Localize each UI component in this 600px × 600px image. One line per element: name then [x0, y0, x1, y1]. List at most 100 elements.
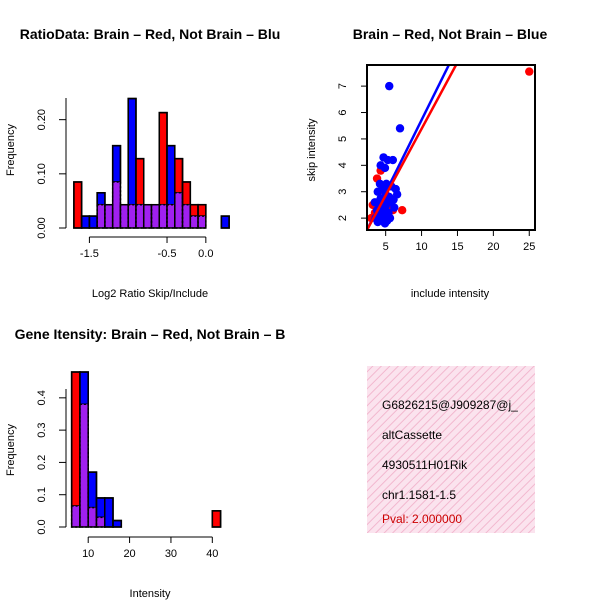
- intensity-histogram-title: Gene Itensity: Brain – Red, Not Brain – …: [15, 326, 286, 342]
- intensity-bar-overlap: [79, 403, 89, 528]
- scatter-point-blue: [373, 187, 382, 196]
- ratio-bar-outline: [197, 203, 207, 229]
- ratio-bar-overlap: [150, 203, 161, 229]
- ratio-bar-red: [73, 181, 83, 229]
- info-panel: G6826215@J909287@j_ altCassette 4930511H…: [367, 366, 535, 533]
- scatter-point-blue: [373, 217, 382, 227]
- ratio-bar-overlap: [104, 203, 114, 229]
- intensity-x-tick-label: 40: [206, 548, 218, 560]
- intensity-ticks: 10 20 30 40 0.0 0.1 0.2 0.3 0.4: [36, 390, 218, 560]
- ratio-bar-blue: [166, 144, 176, 206]
- intensity-y-tick-label: 0.1: [36, 487, 48, 502]
- scatter-y-tick-label: 2: [337, 215, 349, 221]
- scatter-x-tick-label: 10: [415, 241, 427, 253]
- scatter-point-red: [525, 67, 534, 76]
- ratio-bar-blue: [111, 144, 122, 183]
- intensity-bar-blue: [79, 371, 89, 406]
- scatter-y-label: skip intensity: [306, 118, 318, 181]
- scatter-point-blue: [392, 190, 402, 199]
- intensity-bar-outline: [79, 371, 89, 528]
- intensity-x-tick-label: 10: [82, 548, 94, 560]
- ratio-histogram-bars: [73, 97, 230, 229]
- ratio-bar-red: [135, 157, 145, 206]
- ratio-bar-overlap: [197, 215, 207, 229]
- ratio-y-tick-label: 0.00: [36, 217, 48, 238]
- scatter-ticks: 5 10 15 20 25 2 3 4 5 6 7: [337, 83, 535, 253]
- scatter-y-tick-label: 7: [337, 83, 349, 89]
- intensity-y-tick-label: 0.0: [36, 519, 48, 534]
- ratio-x-tick-label: -0.5: [158, 248, 177, 260]
- ratio-y-tick-label: 0.20: [36, 109, 48, 130]
- intensity-x-tick-label: 20: [123, 548, 135, 560]
- scatter-point-blue: [388, 155, 398, 165]
- scatter-point-blue: [380, 163, 390, 173]
- scatter-x-tick-label: 15: [451, 241, 463, 253]
- intensity-y-tick-label: 0.2: [36, 455, 48, 470]
- ratio-bar-blue: [80, 215, 91, 229]
- intensity-bar-blue: [112, 519, 123, 528]
- intensity-y-tick-label: 0.3: [36, 422, 48, 437]
- scatter-point-blue: [395, 124, 405, 133]
- ratio-histogram-panel: RatioData: Brain – Red, Not Brain – Blu …: [5, 26, 280, 300]
- ratio-bar-red: [158, 111, 168, 206]
- ratio-bar-red: [181, 181, 192, 206]
- intensity-histogram-panel: Gene Itensity: Brain – Red, Not Brain – …: [5, 326, 285, 600]
- ratio-bar-overlap: [166, 203, 176, 229]
- intensity-bar-outline: [112, 519, 123, 528]
- info-event-type: altCassette: [382, 428, 442, 442]
- scatter-point-blue: [375, 179, 385, 188]
- ratio-bar-red: [197, 203, 207, 217]
- ratio-bar-overlap: [135, 203, 145, 229]
- intensity-bar-red: [70, 371, 81, 507]
- ratio-bar-overlap: [158, 203, 168, 229]
- intensity-bar-blue: [87, 471, 98, 509]
- ratio-bar-blue: [127, 97, 137, 206]
- ratio-y-label: Frequency: [5, 124, 17, 176]
- scatter-title: Brain – Red, Not Brain – Blue: [353, 26, 548, 42]
- info-background: [367, 366, 535, 533]
- scatter-plot-area: [367, 65, 534, 230]
- info-location: chr1.1581-1.5: [382, 488, 456, 502]
- intensity-bar-overlap: [70, 505, 81, 528]
- scatter-point-blue: [370, 198, 380, 207]
- intensity-bar-overlap: [95, 516, 106, 528]
- scatter-y-tick-label: 3: [337, 189, 349, 195]
- intensity-x-tick-label: 30: [165, 548, 177, 560]
- intensity-bar-outline: [211, 510, 222, 528]
- ratio-bar-overlap: [127, 203, 137, 229]
- scatter-x-label: include intensity: [411, 288, 490, 300]
- scatter-plot-box: [366, 64, 536, 231]
- scatter-point-blue: [390, 203, 399, 212]
- ratio-bar-overlap: [119, 203, 129, 229]
- scatter-y-tick-label: 4: [337, 162, 349, 168]
- intensity-bar-blue: [104, 497, 114, 528]
- ratio-bar-outline: [220, 215, 230, 229]
- ratio-bar-outline: [111, 144, 122, 229]
- info-gene-name: 4930511H01Rik: [382, 458, 468, 472]
- ratio-bar-blue: [220, 215, 230, 229]
- intensity-bar-red: [211, 510, 222, 528]
- ratio-y-tick-label: 0.10: [36, 163, 48, 184]
- intensity-bar-overlap: [87, 506, 98, 528]
- ratio-x-label: Log2 Ratio Skip/Include: [92, 288, 208, 300]
- ratio-bar-red: [189, 203, 199, 217]
- ratio-x-tick-label: -1.5: [80, 248, 99, 260]
- info-pvalue: Pval: 2.000000: [382, 512, 462, 526]
- info-event-id: G6826215@J909287@j_: [382, 398, 518, 412]
- ratio-bar-overlap: [96, 203, 106, 229]
- scatter-y-tick-label: 6: [337, 109, 349, 115]
- fit-line-red: [367, 65, 458, 230]
- ratio-x-tick-label: 0.0: [198, 248, 213, 260]
- intensity-y-tick-label: 0.4: [36, 390, 48, 405]
- scatter-y-tick-label: 5: [337, 136, 349, 142]
- intensity-histogram-bars: [70, 371, 222, 528]
- ratio-ticks: -1.5 -0.5 0.0 0.00 0.10 0.20: [36, 109, 213, 260]
- scatter-points: [367, 67, 534, 228]
- intensity-x-label: Intensity: [130, 588, 171, 600]
- ratio-bar-blue: [96, 192, 106, 206]
- scatter-x-tick-label: 20: [487, 241, 499, 253]
- ratio-bar-overlap: [189, 215, 199, 229]
- ratio-bar-red: [174, 157, 184, 194]
